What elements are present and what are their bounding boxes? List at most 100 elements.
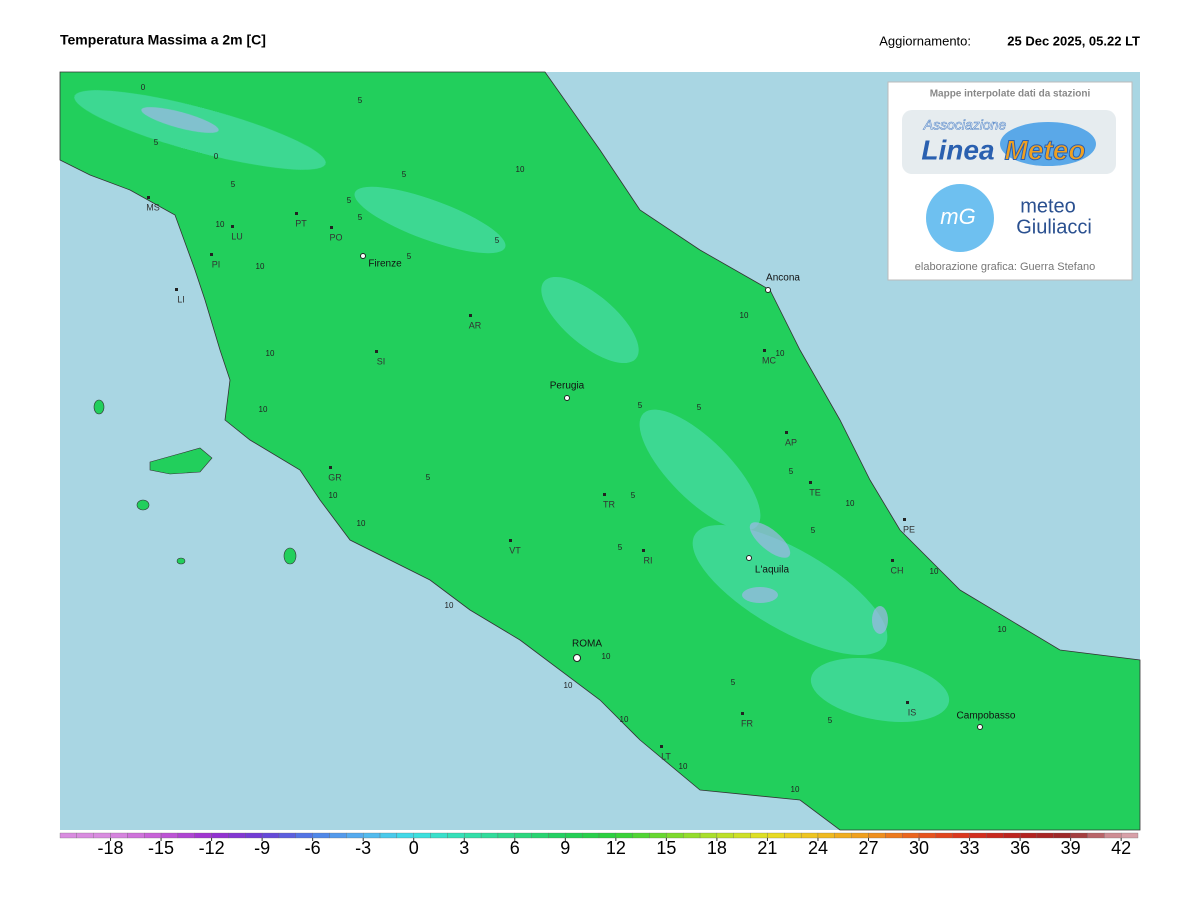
province-marker — [785, 431, 788, 434]
contour-label: 0 — [141, 83, 146, 92]
colorbar-segment — [885, 832, 903, 839]
colorbar-segment — [986, 832, 1004, 839]
contour-label: 10 — [357, 519, 366, 528]
contour-label: 5 — [407, 252, 412, 261]
contour-label: 5 — [638, 401, 643, 410]
province-marker — [891, 559, 894, 562]
colorbar-label: 12 — [606, 838, 626, 858]
province-label: PI — [212, 259, 221, 269]
city-label: ROMA — [572, 639, 602, 650]
contour-label: 5 — [731, 678, 736, 687]
colorbar-segment — [329, 832, 347, 839]
colorbar-label: -12 — [199, 838, 225, 858]
colorbar-segment — [784, 832, 802, 839]
colorbar-segment — [834, 832, 852, 839]
province-label: CH — [891, 565, 904, 575]
colorbar-segment — [379, 832, 398, 839]
contour-label: 10 — [259, 405, 268, 414]
contour-label: 10 — [266, 349, 275, 358]
colorbar-label: 0 — [409, 838, 419, 858]
colorbar-label: 33 — [960, 838, 980, 858]
contour-label: 5 — [231, 180, 236, 189]
colorbar-label: 3 — [459, 838, 469, 858]
colorbar-label: 18 — [707, 838, 727, 858]
contour-label: 5 — [358, 213, 363, 222]
province-label: GR — [328, 472, 342, 482]
colorbar-segment — [177, 832, 195, 839]
province-label: TR — [603, 499, 615, 509]
contour-label: 5 — [495, 236, 500, 245]
province-marker — [906, 701, 909, 704]
colorbar-label: -9 — [254, 838, 270, 858]
province-marker — [375, 350, 378, 353]
colorbar-segment — [480, 832, 499, 839]
update-time: 25 Dec 2025, 05.22 LT — [1007, 33, 1140, 48]
province-label: PT — [295, 218, 307, 228]
province-label: PE — [903, 524, 915, 534]
colorbar-segment — [733, 832, 751, 839]
province-marker — [642, 549, 645, 552]
colorbar-segment — [278, 832, 296, 839]
colorbar-segment — [59, 832, 77, 839]
province-label: LT — [661, 751, 671, 761]
province-label: FR — [741, 718, 753, 728]
colorbar-label: 24 — [808, 838, 828, 858]
brand-meteo: Meteo — [1005, 134, 1086, 165]
province-label: LU — [231, 231, 243, 241]
city-label: Firenze — [368, 259, 402, 270]
province-marker — [603, 493, 606, 496]
province-marker — [147, 196, 150, 199]
brand-linea: Linea — [921, 134, 994, 165]
province-marker — [330, 226, 333, 229]
contour-label: 5 — [618, 543, 623, 552]
colorbar-segment — [683, 832, 701, 839]
contour-label: 10 — [256, 262, 265, 271]
cloud — [1000, 122, 1096, 166]
province-marker — [175, 288, 178, 291]
contour-label: 10 — [620, 715, 629, 724]
city-label: Perugia — [550, 381, 585, 392]
city-label: Ancona — [766, 273, 800, 284]
province-label: AR — [469, 320, 482, 330]
contour-label: 5 — [154, 138, 159, 147]
colorbar-label: -18 — [98, 838, 124, 858]
province-marker — [329, 466, 332, 469]
colorbar-segment — [430, 832, 448, 839]
contour-label: 10 — [329, 491, 338, 500]
colorbar-label: 36 — [1010, 838, 1030, 858]
colorbar-label: 21 — [757, 838, 777, 858]
colorbar-label: 42 — [1111, 838, 1131, 858]
mg-circle — [926, 184, 994, 252]
province-label: IS — [908, 707, 917, 717]
colorbar-segment — [1087, 832, 1105, 839]
contour-label: 5 — [631, 491, 636, 500]
colorbar-label: 30 — [909, 838, 929, 858]
contour-label: 10 — [679, 762, 688, 771]
mg-line2: Giuliacci — [1016, 216, 1092, 238]
contour-label: 0 — [214, 152, 219, 161]
province-label: LI — [177, 294, 185, 304]
contour-label: 10 — [602, 652, 611, 661]
contour-label: 10 — [564, 681, 573, 690]
contour-label: 5 — [828, 716, 833, 725]
province-marker — [763, 349, 766, 352]
contour-label: 10 — [846, 499, 855, 508]
colorbar-segment — [531, 832, 549, 839]
colorbar-segment — [582, 832, 600, 839]
contour-label: 5 — [811, 526, 816, 535]
colorbar-label: -15 — [148, 838, 174, 858]
contour-label: 5 — [697, 403, 702, 412]
city-marker — [564, 395, 570, 401]
contour-label: 5 — [789, 467, 794, 476]
province-marker — [903, 518, 906, 521]
city-marker — [977, 724, 983, 730]
province-label: MS — [146, 202, 160, 212]
colorbar-segment — [228, 832, 246, 839]
city-marker — [765, 287, 771, 293]
colorbar-label: 6 — [510, 838, 520, 858]
city-label: Campobasso — [957, 711, 1016, 722]
contour-label: 5 — [358, 96, 363, 105]
province-marker — [469, 314, 472, 317]
contour-label: 10 — [998, 625, 1007, 634]
